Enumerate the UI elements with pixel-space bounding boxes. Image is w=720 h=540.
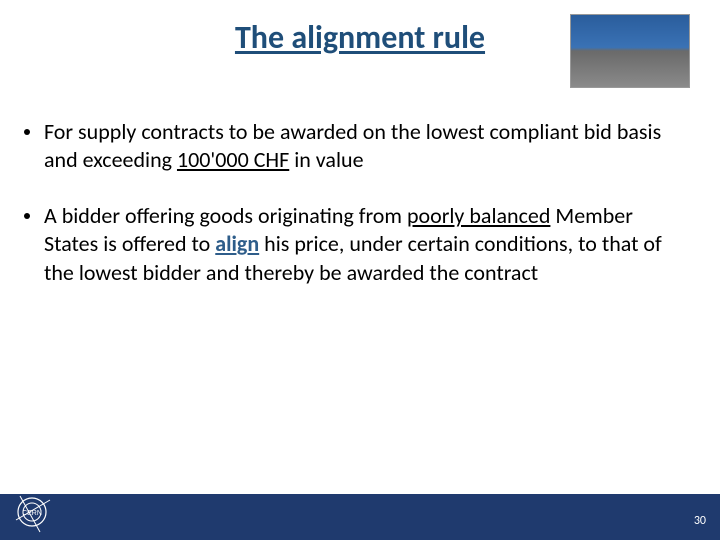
text-run: A bidder offering goods originating from — [44, 202, 407, 229]
cern-logo-icon: CERN — [10, 490, 54, 534]
bullet-list: For supply contracts to be awarded on th… — [24, 118, 690, 315]
page-number: 30 — [694, 514, 706, 528]
bullet-text: A bidder offering goods originating from… — [44, 202, 690, 286]
slide-root: The alignment rule For supply contracts … — [0, 0, 720, 540]
title-thumbnail-image — [570, 14, 690, 88]
text-run: poorly balanced — [407, 202, 550, 229]
cern-logo-text: CERN — [22, 510, 42, 517]
text-run: in value — [289, 146, 363, 173]
bullet-dot-icon — [24, 213, 30, 219]
bullet-item: A bidder offering goods originating from… — [24, 202, 690, 286]
text-run: align — [215, 230, 259, 257]
bullet-dot-icon — [24, 129, 30, 135]
text-run: 100'000 CHF — [177, 146, 289, 173]
bullet-text: For supply contracts to be awarded on th… — [44, 118, 690, 174]
bullet-item: For supply contracts to be awarded on th… — [24, 118, 690, 174]
footer-bar: CERN 30 — [0, 494, 720, 540]
